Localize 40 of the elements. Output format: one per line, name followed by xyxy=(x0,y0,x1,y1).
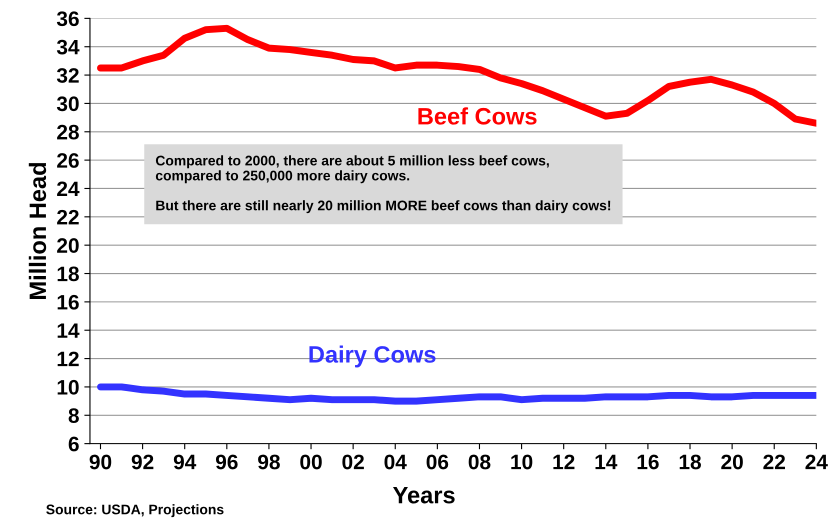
y-tick-label: 28 xyxy=(57,124,79,140)
x-tick-label: 98 xyxy=(258,454,280,470)
x-tick-label: 96 xyxy=(216,454,238,470)
x-tick-label: 00 xyxy=(300,454,322,470)
x-tick-label: 24 xyxy=(805,454,828,470)
series-label: Beef Cows xyxy=(418,107,537,125)
y-tick-label: 32 xyxy=(56,68,79,83)
x-tick-label: 08 xyxy=(468,454,490,470)
y-tick-label: 6 xyxy=(68,436,79,452)
y-tick-label: 14 xyxy=(58,323,80,338)
y-tick-label: 36 xyxy=(56,11,79,26)
y-tick-label: 20 xyxy=(57,238,79,253)
x-tick-label: 90 xyxy=(90,454,112,470)
y-tick-label: 8 xyxy=(68,408,79,424)
x-tick-label: 20 xyxy=(721,454,743,470)
y-tick-label: 26 xyxy=(57,153,79,168)
y-tick-label: 24 xyxy=(57,181,80,196)
series-label: Dairy Cows xyxy=(309,345,436,368)
x-tick-label: 10 xyxy=(511,454,532,470)
x-tick-label: 16 xyxy=(638,454,659,470)
x-tick-label: 94 xyxy=(174,454,196,470)
y-tick-label: 12 xyxy=(58,352,79,366)
y-axis-title: Million Head xyxy=(28,163,46,299)
source-note: Source: USDA, Projections xyxy=(46,504,224,518)
x-tick-label: 12 xyxy=(553,454,574,470)
x-tick-label: 06 xyxy=(426,454,448,470)
x-tick-label: 22 xyxy=(763,454,785,470)
y-tick-label: 34 xyxy=(56,40,80,55)
x-tick-label: 92 xyxy=(132,454,154,470)
y-tick-label: 18 xyxy=(58,266,79,282)
y-tick-label: 10 xyxy=(58,380,79,395)
x-tick-label: 02 xyxy=(342,454,364,470)
x-tick-label: 18 xyxy=(680,454,701,470)
x-tick-label: 04 xyxy=(384,454,407,470)
y-tick-label: 30 xyxy=(56,96,79,112)
x-axis-title: Years xyxy=(392,487,455,504)
y-tick-label: 22 xyxy=(57,210,79,224)
text: Compared to 2000, there are about 5 million less beef cows, compared to 250,000 more dairy cows. But there are still nearly 20 million MORE beef cows than dairy cows! xyxy=(156,155,610,214)
x-tick-label: 14 xyxy=(596,454,618,470)
y-tick-label: 16 xyxy=(58,294,79,310)
